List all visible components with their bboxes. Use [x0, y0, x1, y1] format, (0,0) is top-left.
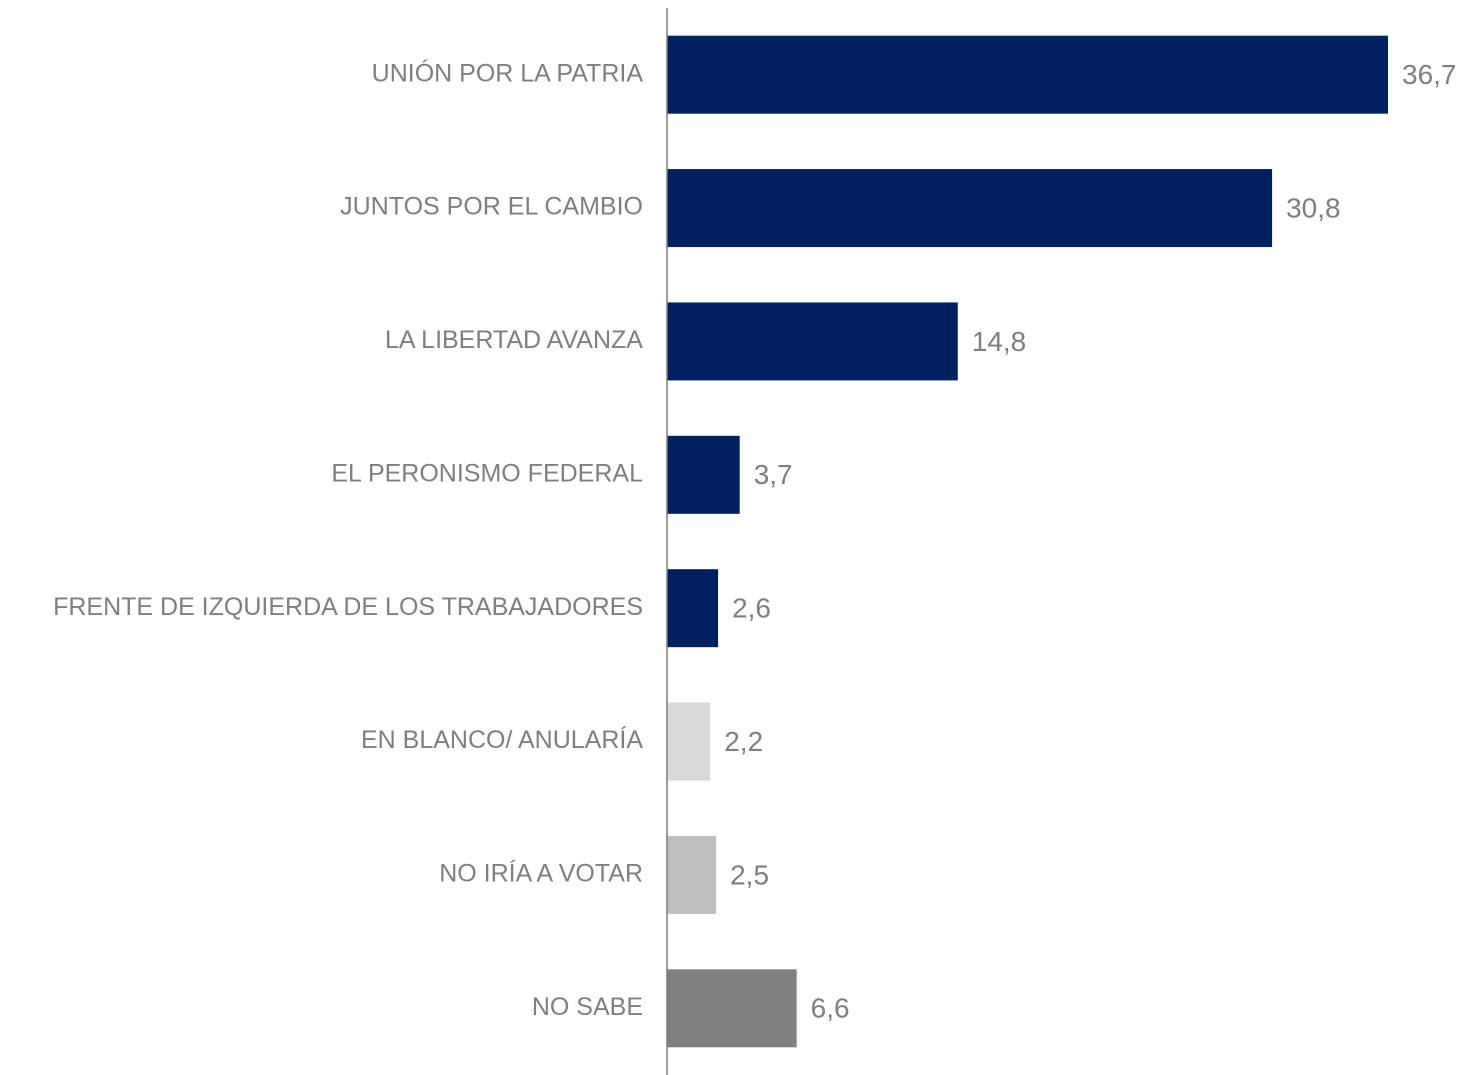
bar — [667, 702, 711, 781]
bar — [667, 169, 1273, 248]
value-label: 30,8 — [1286, 192, 1341, 223]
value-label: 6,6 — [811, 993, 850, 1024]
value-label: 3,7 — [754, 459, 793, 490]
category-label: EN BLANCO/ ANULARÍA — [361, 725, 643, 754]
category-label: EL PERONISMO FEDERAL — [331, 459, 643, 487]
value-label: 36,7 — [1402, 59, 1457, 90]
category-label: NO IRÍA A VOTAR — [439, 859, 643, 888]
category-label: JUNTOS POR EL CAMBIO — [340, 193, 643, 221]
value-label: 2,6 — [732, 593, 771, 624]
category-label: LA LIBERTAD AVANZA — [385, 326, 643, 354]
bar — [667, 569, 719, 648]
category-label: NO SABE — [532, 993, 643, 1021]
value-label: 14,8 — [972, 326, 1027, 357]
bar — [667, 302, 958, 381]
value-label: 2,2 — [724, 726, 763, 757]
category-label: FRENTE DE IZQUIERDA DE LOS TRABAJADORES — [53, 593, 643, 621]
bar — [667, 835, 717, 914]
category-label: UNIÓN POR LA PATRIA — [372, 58, 644, 87]
bar — [667, 35, 1388, 114]
bar — [667, 435, 740, 514]
bar — [667, 969, 797, 1048]
value-label: 2,5 — [730, 859, 769, 890]
